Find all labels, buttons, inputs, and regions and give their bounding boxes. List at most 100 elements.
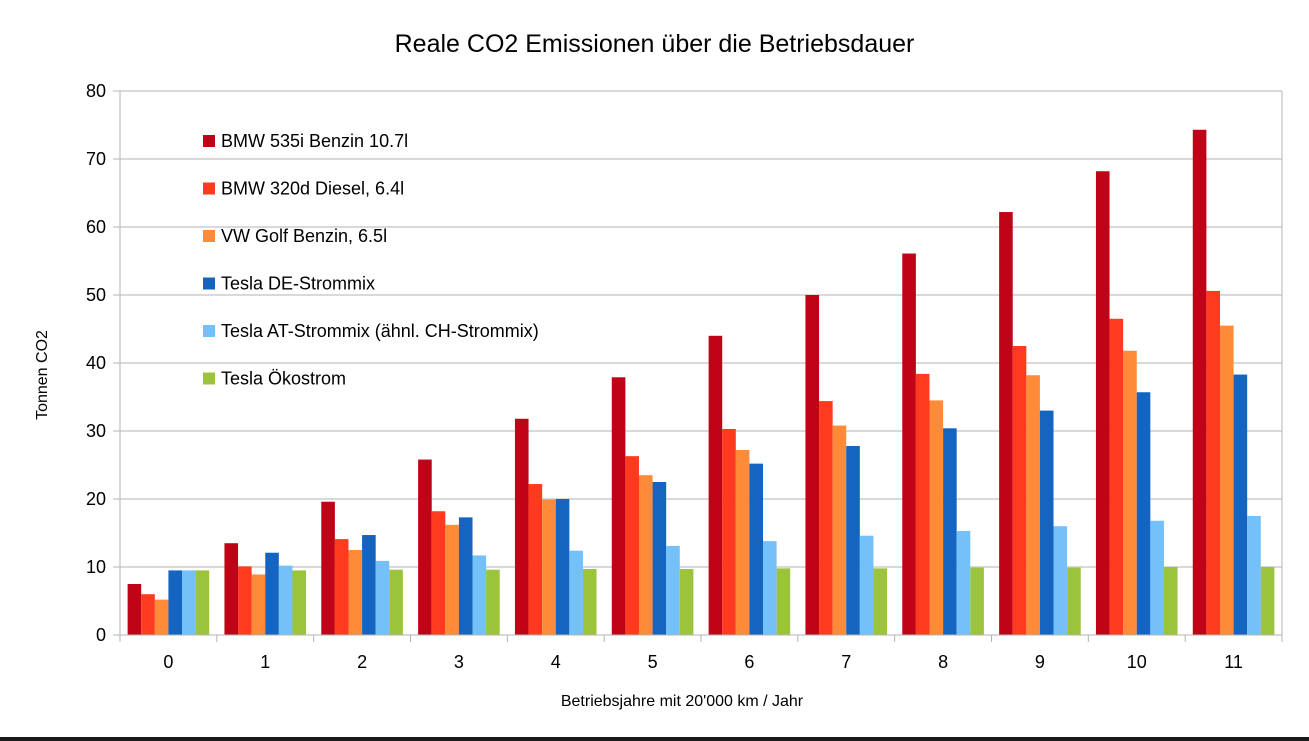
bar [154,599,169,635]
legend-swatch [203,372,215,385]
x-tick-label: 8 [938,652,948,672]
bottom-border [0,737,1309,741]
legend-swatch [203,277,215,290]
bar [652,482,667,635]
legend-swatch [203,230,215,242]
bar [582,569,597,635]
bar [238,566,252,635]
bar [1039,410,1054,635]
x-tick-label: 6 [744,652,754,672]
x-axis-title: Betriebsjahre mit 20'000 km / Jahr [561,693,804,710]
bar [1233,374,1248,635]
bar [873,568,888,635]
bar [1012,346,1027,635]
bar [763,541,777,635]
legend-label: Tesla AT-Strommix (ähnl. CH-Strommix) [221,321,539,341]
legend-swatch [203,182,215,195]
bar [292,570,307,635]
x-tick-label: 9 [1035,652,1045,672]
bar [1109,318,1124,635]
legend-swatch [203,325,215,337]
bar [915,373,930,635]
bar [846,445,860,635]
bar [805,295,820,635]
legend-label: BMW 535i Benzin 10.7l [221,131,408,151]
bar [708,335,723,635]
y-tick-label: 20 [86,489,106,509]
bar [735,450,750,635]
bar [375,560,390,635]
bar [224,543,239,635]
bar [431,511,446,635]
chart-title: Reale CO2 Emissionen über die Betriebsda… [394,30,915,58]
axes: 0 10 20 30 40 50 60 70 80 0 1 2 3 4 5 6 7 8 9 10 11 [86,81,1283,672]
bar [348,550,363,635]
legend-label: BMW 320d Diesel, 6.4l [221,179,404,199]
x-tick-label: 11 [1224,652,1243,672]
bar [195,570,210,635]
y-tick-label: 50 [86,285,106,305]
bar [902,253,916,635]
legend-label: VW Golf Benzin, 6.5l [221,226,387,246]
x-tick-label: 0 [163,652,173,672]
bar [749,463,764,635]
y-tick-label: 40 [86,353,106,373]
bar [1247,516,1261,635]
bar [127,584,142,635]
bar [819,401,833,635]
bar [1219,325,1234,635]
bars [127,129,1275,636]
bar [555,499,570,635]
bar [1150,520,1164,635]
bar [679,569,694,635]
bar [251,574,266,635]
y-tick-label: 0 [96,625,106,645]
bar [1163,567,1178,635]
x-tick-label: 2 [357,652,367,672]
bar [1206,290,1220,635]
bar [1136,392,1151,635]
bar [943,428,957,635]
bar [611,377,626,635]
bar [722,428,736,635]
bar [458,517,473,635]
bar [625,456,639,635]
bar [278,565,293,635]
bar [970,567,984,635]
bar [445,524,459,635]
bar [999,212,1013,636]
bar [182,570,196,635]
bar [528,484,543,635]
legend-label: Tesla Ökostrom [221,369,346,389]
y-tick-label: 10 [86,557,106,577]
x-tick-label: 7 [841,652,851,672]
bar [542,499,556,635]
x-tick-label: 10 [1127,652,1147,672]
bar [1067,567,1081,635]
bar [334,539,349,635]
bar [832,425,847,635]
legend: BMW 535i Benzin 10.7l BMW 320d Diesel, 6.… [203,131,539,389]
bar [1123,350,1137,635]
bar [265,552,279,635]
bar [776,568,791,635]
bar [486,569,500,635]
bar [638,475,653,635]
bar [362,535,376,635]
y-tick-label: 60 [86,217,106,237]
bar [1026,375,1040,635]
y-axis-title: Tonnen CO2 [34,330,51,420]
y-tick-label: 80 [86,81,106,101]
bar [929,400,944,635]
bar [1260,567,1275,635]
bar [956,530,971,635]
x-tick-label: 4 [551,652,561,672]
x-tick-label: 3 [454,652,464,672]
gridlines [113,90,1283,636]
y-tick-label: 70 [86,149,106,169]
bar [472,555,487,635]
bar [418,459,432,635]
bar [569,550,583,635]
bar [1192,129,1207,635]
